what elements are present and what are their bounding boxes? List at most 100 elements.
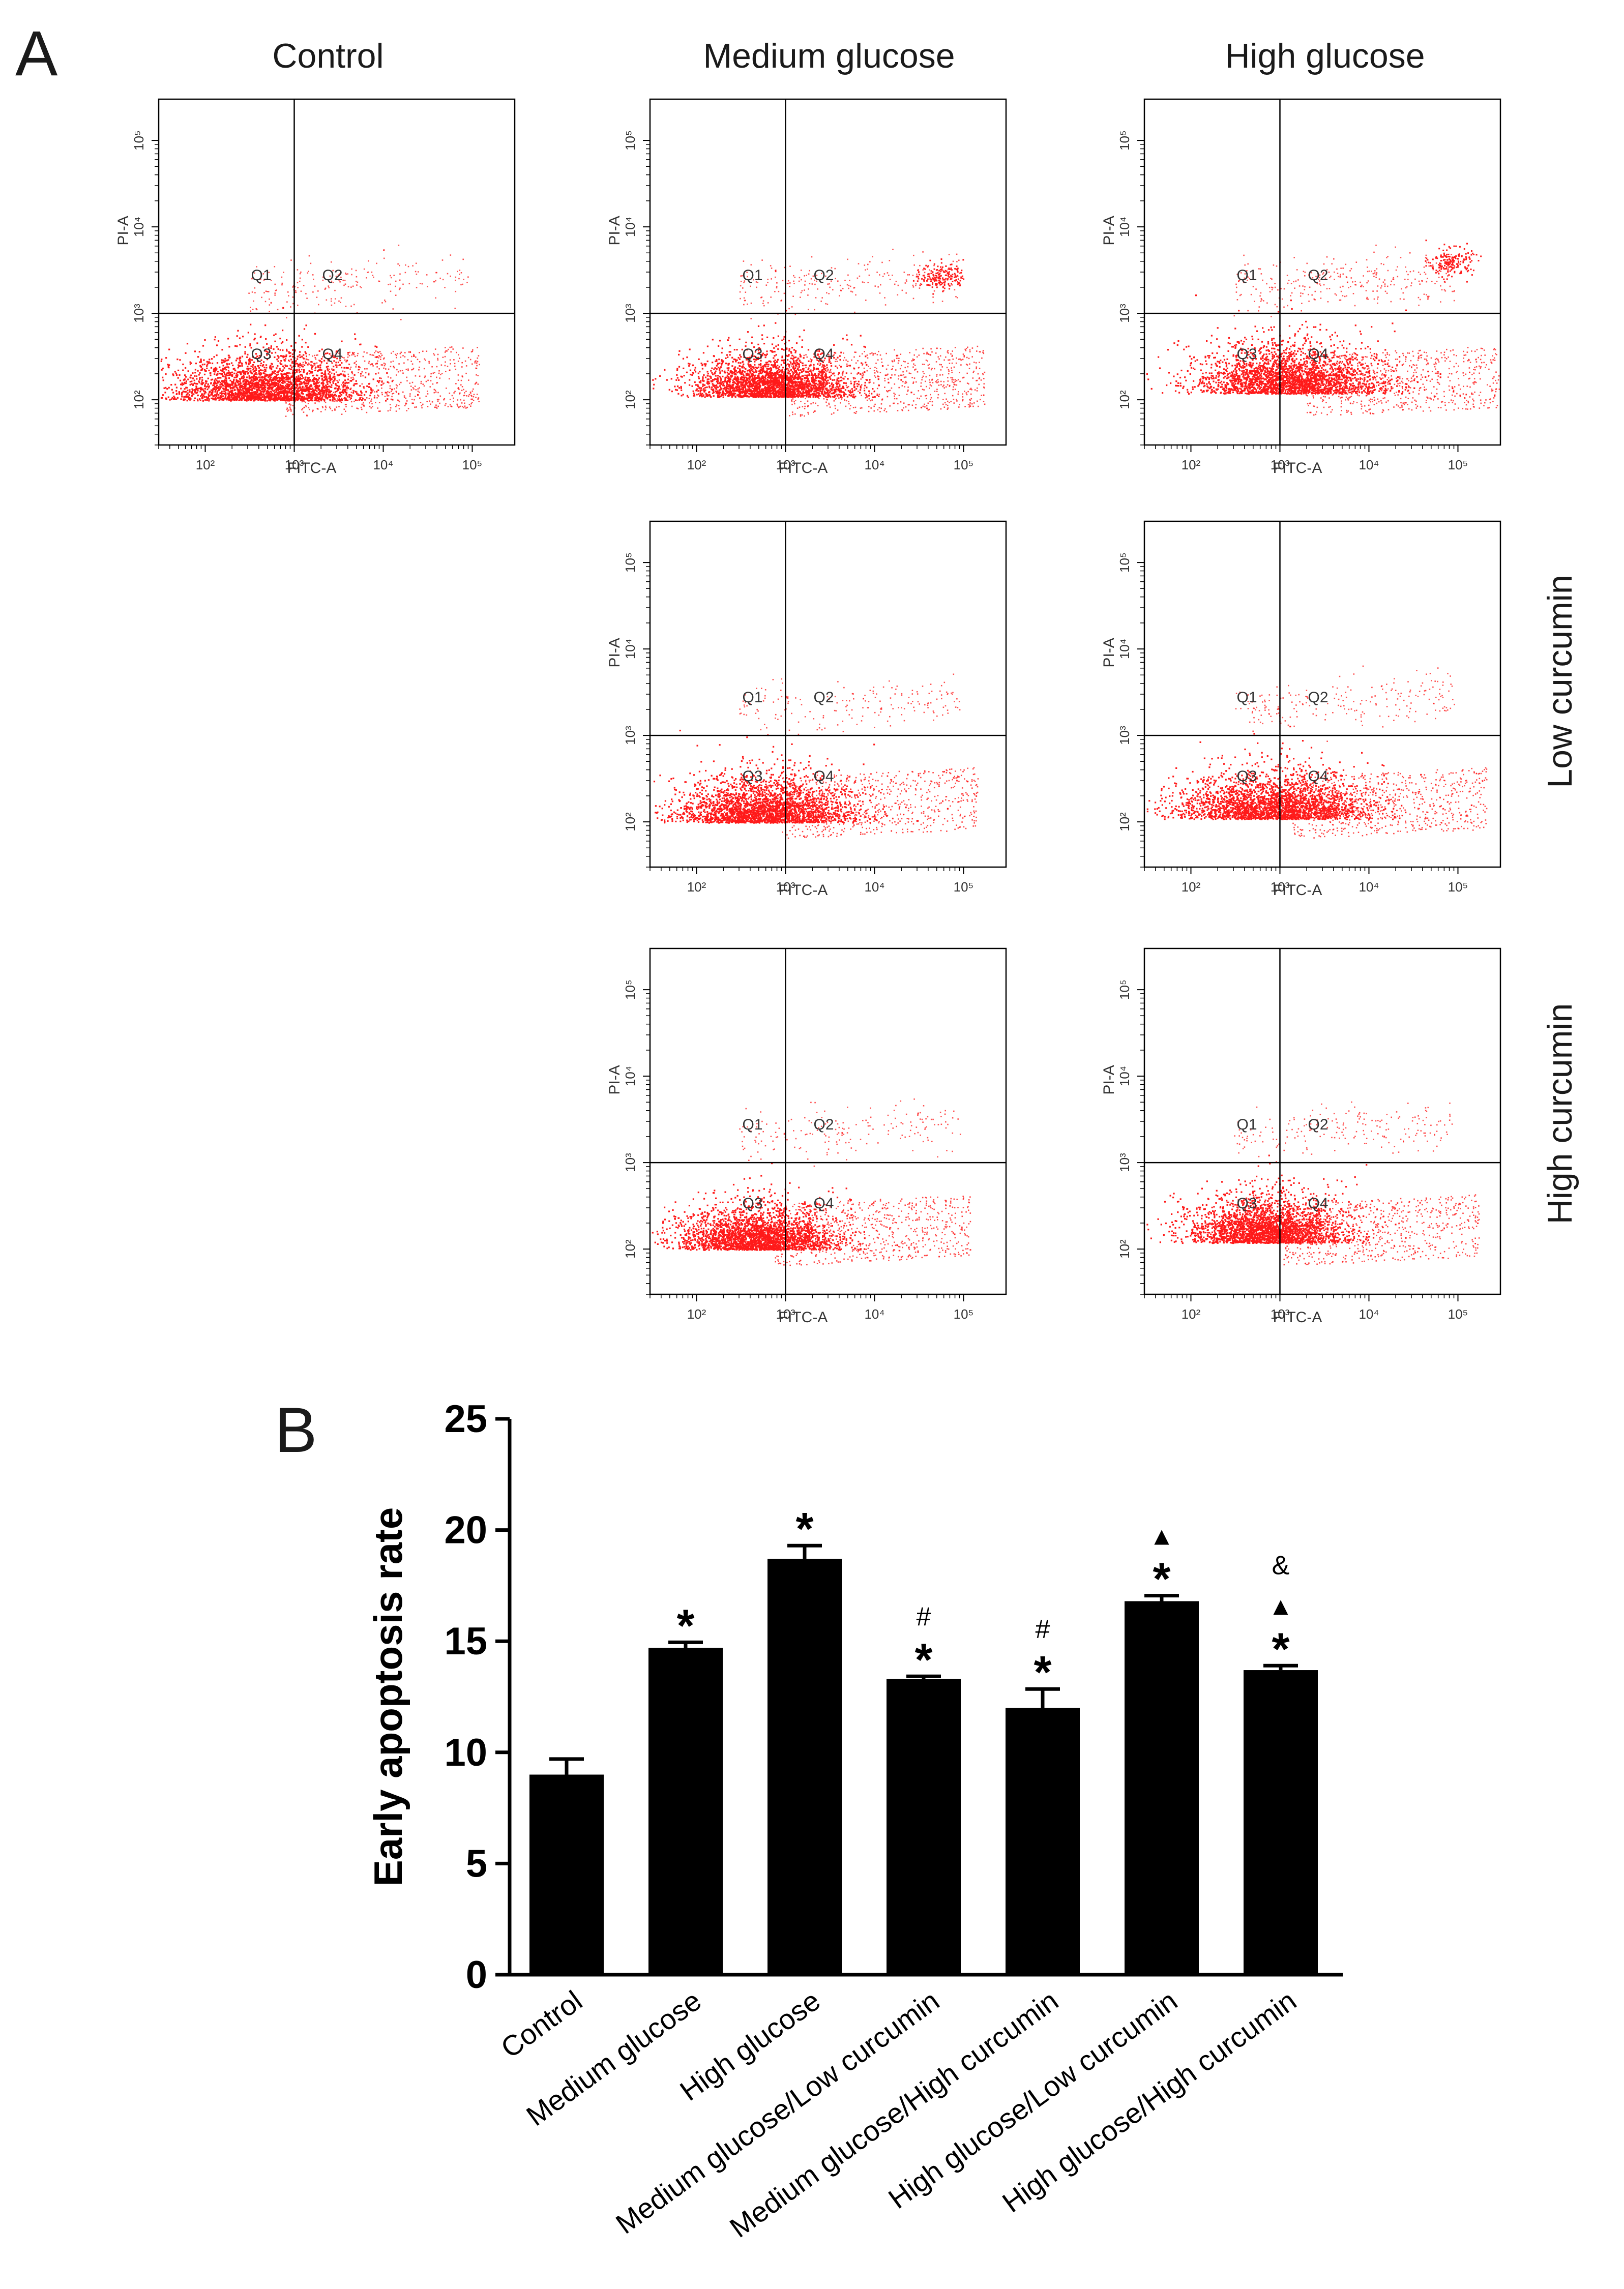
flow-dot <box>843 394 845 396</box>
flow-dot <box>760 366 762 368</box>
flow-dot <box>252 387 254 389</box>
flow-dot <box>305 383 307 384</box>
flow-dot <box>418 271 419 273</box>
flow-dot <box>283 359 285 361</box>
flow-dot <box>344 379 346 381</box>
flow-dot <box>292 382 293 384</box>
flow-dot <box>708 385 710 388</box>
flow-dot <box>213 384 215 386</box>
flow-dot <box>302 364 304 365</box>
flow-dot <box>407 408 409 409</box>
flow-dot <box>197 390 199 392</box>
flow-dot <box>281 397 283 399</box>
flow-dot <box>315 397 317 400</box>
flow-dot <box>286 394 288 396</box>
flow-dot <box>701 393 703 395</box>
flow-dot <box>299 273 301 275</box>
flow-dot <box>283 378 285 380</box>
flow-dot <box>274 340 276 342</box>
flow-dot <box>704 389 706 391</box>
flow-dot <box>272 371 274 374</box>
flow-dot <box>285 385 288 388</box>
flow-dot <box>279 377 281 379</box>
flow-dot <box>244 393 246 395</box>
flow-dot <box>284 391 286 393</box>
flow-dot <box>353 354 355 355</box>
flow-dot <box>301 375 303 377</box>
flow-dot <box>236 358 238 360</box>
flow-dot <box>208 393 210 395</box>
flow-dot <box>348 354 350 356</box>
flow-dot <box>289 403 290 405</box>
flow-dot <box>345 394 347 396</box>
flow-dot <box>326 380 328 382</box>
flow-dot <box>218 394 220 396</box>
flow-dot <box>460 272 462 274</box>
flow-dot <box>307 391 309 393</box>
flow-dot <box>760 394 762 397</box>
flow-dot <box>460 405 461 407</box>
flow-dot <box>708 387 711 389</box>
flow-dot <box>755 395 757 397</box>
flow-dot <box>320 361 323 363</box>
flow-dot <box>193 393 195 395</box>
flow-dot <box>239 344 241 346</box>
flow-dot <box>260 378 262 380</box>
flow-dot <box>427 286 428 287</box>
flow-dot <box>261 388 263 391</box>
flow-dot <box>280 342 283 344</box>
flow-dot <box>361 399 363 401</box>
flow-dot <box>316 390 318 392</box>
flow-dot <box>234 393 237 395</box>
flow-dot <box>427 406 429 407</box>
flow-dot <box>733 349 735 351</box>
flow-dot <box>311 371 313 373</box>
flow-dot <box>733 358 735 361</box>
flow-dot <box>221 349 223 351</box>
flow-dot <box>302 377 304 379</box>
flow-dot <box>783 382 785 384</box>
flow-dot <box>339 359 340 361</box>
flow-dot <box>776 380 778 382</box>
flow-dot <box>711 388 713 390</box>
flow-dot <box>342 370 344 372</box>
flow-dot <box>680 385 682 388</box>
flow-dot <box>322 276 324 278</box>
flow-dot <box>801 346 803 348</box>
flow-dot <box>676 374 678 376</box>
flow-dot <box>717 377 719 379</box>
flow-dot <box>777 365 779 367</box>
flow-dot <box>838 386 840 388</box>
flow-dot <box>264 389 267 391</box>
flow-dot <box>352 384 355 386</box>
flow-dot <box>355 366 357 368</box>
flow-dot <box>300 371 302 373</box>
flow-dot <box>795 350 797 352</box>
flow-dot <box>680 375 682 377</box>
flow-dot <box>239 399 241 401</box>
flow-dot <box>839 359 841 361</box>
flow-dot <box>292 286 293 288</box>
flow-dot <box>330 355 332 356</box>
flow-dot <box>354 362 356 364</box>
flow-dot <box>327 389 329 391</box>
flow-dot <box>277 392 279 394</box>
flow-dot <box>313 381 315 383</box>
flow-dot <box>298 370 300 372</box>
flow-dot <box>281 284 283 286</box>
flow-dot <box>283 392 285 394</box>
flow-dot <box>829 371 831 373</box>
flow-dot <box>303 285 305 286</box>
flow-dot <box>727 377 729 379</box>
flow-dot <box>389 409 391 411</box>
flow-dot <box>258 396 260 398</box>
flow-dot <box>202 382 204 384</box>
flow-dot <box>287 291 289 293</box>
flow-dot <box>208 385 210 388</box>
flow-dot <box>473 400 475 401</box>
flow-dot <box>359 398 361 400</box>
flow-dot <box>278 370 280 372</box>
flow-dot <box>224 398 226 400</box>
flow-dot <box>775 345 777 347</box>
flow-dot <box>334 289 336 291</box>
